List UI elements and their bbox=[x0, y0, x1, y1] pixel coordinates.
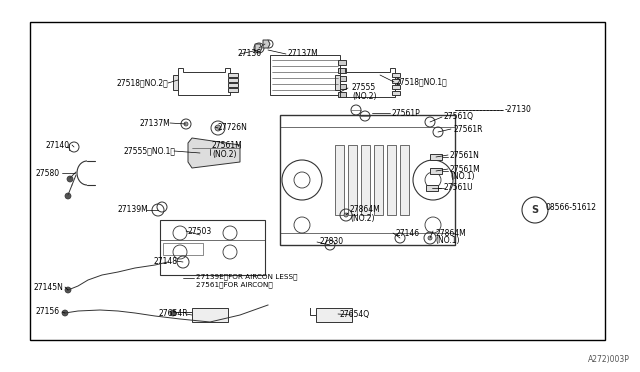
Circle shape bbox=[215, 125, 221, 131]
Text: 27555〈NO.1〉: 27555〈NO.1〉 bbox=[124, 147, 176, 155]
Polygon shape bbox=[173, 75, 178, 90]
Text: -27130: -27130 bbox=[505, 106, 532, 115]
Bar bbox=[30, 22, 605, 340]
Text: 27137M: 27137M bbox=[288, 49, 319, 58]
Text: 27864M: 27864M bbox=[350, 205, 381, 215]
Polygon shape bbox=[228, 78, 238, 82]
Circle shape bbox=[344, 213, 348, 217]
Polygon shape bbox=[392, 73, 400, 77]
Text: 27139E〈FOR AIRCON LESS〉: 27139E〈FOR AIRCON LESS〉 bbox=[196, 274, 298, 280]
Text: 27580: 27580 bbox=[36, 169, 60, 177]
Text: 27561P: 27561P bbox=[392, 109, 420, 118]
Polygon shape bbox=[338, 84, 346, 89]
Text: 27145N: 27145N bbox=[33, 282, 63, 292]
Text: 27139M: 27139M bbox=[117, 205, 148, 214]
Polygon shape bbox=[392, 85, 400, 89]
Text: 27561R: 27561R bbox=[453, 125, 483, 134]
Text: (NO.1): (NO.1) bbox=[450, 173, 474, 182]
Text: 27654R: 27654R bbox=[158, 310, 188, 318]
Circle shape bbox=[428, 236, 432, 240]
Text: (NO.2): (NO.2) bbox=[350, 214, 374, 222]
Polygon shape bbox=[392, 79, 400, 83]
Polygon shape bbox=[263, 40, 270, 48]
Text: 27156: 27156 bbox=[36, 308, 60, 317]
Bar bbox=[316, 308, 352, 322]
Circle shape bbox=[62, 310, 68, 316]
Bar bbox=[374, 145, 383, 215]
Text: 27146: 27146 bbox=[395, 228, 419, 237]
Polygon shape bbox=[188, 138, 240, 168]
Bar bbox=[163, 243, 203, 255]
Text: S: S bbox=[531, 205, 539, 215]
Text: (NO.2): (NO.2) bbox=[212, 150, 237, 158]
Bar bbox=[160, 220, 265, 275]
Polygon shape bbox=[338, 76, 346, 81]
Text: 27864M: 27864M bbox=[435, 228, 466, 237]
Circle shape bbox=[184, 122, 188, 126]
Circle shape bbox=[67, 176, 73, 182]
Polygon shape bbox=[255, 44, 262, 52]
Circle shape bbox=[170, 310, 176, 316]
Text: A272)003P: A272)003P bbox=[588, 355, 630, 364]
Polygon shape bbox=[338, 68, 346, 73]
Polygon shape bbox=[228, 83, 238, 87]
Text: 27561U: 27561U bbox=[443, 183, 472, 192]
Polygon shape bbox=[426, 185, 438, 191]
Polygon shape bbox=[338, 92, 346, 97]
Bar bbox=[348, 145, 357, 215]
Text: 27561M: 27561M bbox=[450, 164, 481, 173]
Text: 27137M: 27137M bbox=[140, 119, 170, 128]
Text: 08566-51612: 08566-51612 bbox=[546, 203, 597, 212]
Text: 27518〈NO.2〉: 27518〈NO.2〉 bbox=[116, 78, 168, 87]
Bar bbox=[280, 115, 455, 245]
Text: (NO.2): (NO.2) bbox=[352, 92, 376, 100]
Text: 27140: 27140 bbox=[46, 141, 70, 150]
Polygon shape bbox=[335, 75, 340, 90]
Text: 27503: 27503 bbox=[188, 227, 212, 235]
Polygon shape bbox=[228, 73, 238, 77]
Bar bbox=[335, 145, 344, 215]
Text: 27561M: 27561M bbox=[212, 141, 243, 151]
Polygon shape bbox=[430, 168, 442, 174]
Text: 27561Q: 27561Q bbox=[444, 112, 474, 122]
Text: 27518〈NO.1〉: 27518〈NO.1〉 bbox=[396, 77, 448, 87]
Polygon shape bbox=[430, 154, 442, 160]
Text: 27555: 27555 bbox=[352, 83, 376, 93]
Text: 27654Q: 27654Q bbox=[340, 310, 370, 318]
Polygon shape bbox=[338, 60, 346, 65]
Text: 27561〈FOR AIRCON〉: 27561〈FOR AIRCON〉 bbox=[196, 282, 273, 288]
Bar bbox=[361, 145, 370, 215]
Text: 27561N: 27561N bbox=[450, 151, 480, 160]
Polygon shape bbox=[392, 91, 400, 95]
Bar bbox=[387, 145, 396, 215]
Text: 27830: 27830 bbox=[319, 237, 343, 247]
Bar bbox=[192, 308, 228, 322]
Circle shape bbox=[65, 287, 71, 293]
Text: (NO.1): (NO.1) bbox=[435, 237, 460, 246]
Text: 27726N: 27726N bbox=[218, 122, 248, 131]
Polygon shape bbox=[228, 88, 238, 92]
Circle shape bbox=[65, 193, 71, 199]
Text: 27148: 27148 bbox=[154, 257, 178, 266]
Bar bbox=[400, 145, 409, 215]
Text: 27136: 27136 bbox=[238, 49, 262, 58]
